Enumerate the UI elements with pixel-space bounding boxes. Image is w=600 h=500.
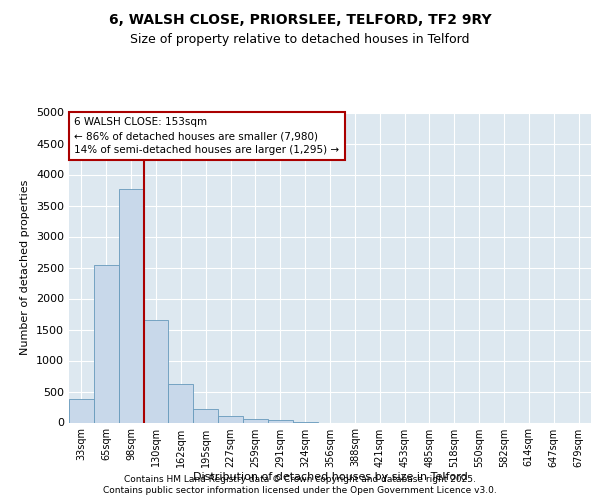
Bar	[94, 265, 119, 422]
Text: 6, WALSH CLOSE, PRIORSLEE, TELFORD, TF2 9RY: 6, WALSH CLOSE, PRIORSLEE, TELFORD, TF2 …	[109, 12, 491, 26]
Bar	[243, 419, 268, 422]
Text: Contains HM Land Registry data © Crown copyright and database right 2025.: Contains HM Land Registry data © Crown c…	[124, 475, 476, 484]
Bar	[169, 384, 193, 422]
Bar	[268, 420, 293, 422]
Text: Size of property relative to detached houses in Telford: Size of property relative to detached ho…	[130, 32, 470, 46]
Bar	[193, 409, 218, 422]
Bar	[119, 190, 143, 422]
Text: Contains public sector information licensed under the Open Government Licence v3: Contains public sector information licen…	[103, 486, 497, 495]
Bar	[143, 320, 169, 422]
Bar	[69, 399, 94, 422]
Bar	[218, 416, 243, 422]
Text: 6 WALSH CLOSE: 153sqm
← 86% of detached houses are smaller (7,980)
14% of semi-d: 6 WALSH CLOSE: 153sqm ← 86% of detached …	[74, 117, 340, 155]
Y-axis label: Number of detached properties: Number of detached properties	[20, 180, 31, 355]
X-axis label: Distribution of detached houses by size in Telford: Distribution of detached houses by size …	[193, 472, 467, 482]
